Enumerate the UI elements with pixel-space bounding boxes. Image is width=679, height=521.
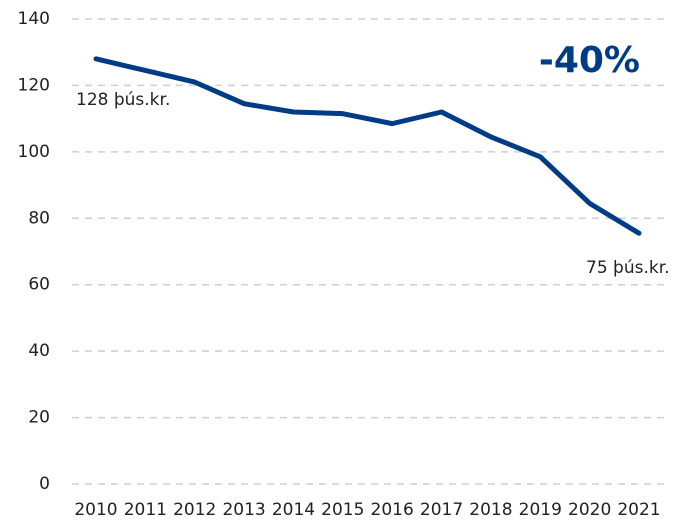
y-tick-label: 100 [18, 142, 50, 162]
annotation: -40% [539, 40, 640, 81]
y-tick-label: 0 [39, 474, 50, 494]
x-tick-label: 2016 [371, 500, 414, 520]
x-tick-label: 2021 [617, 500, 660, 520]
x-tick-label: 2013 [222, 500, 265, 520]
x-tick-label: 2019 [519, 500, 562, 520]
x-tick-label: 2012 [173, 500, 216, 520]
x-tick-label: 2020 [568, 500, 611, 520]
data-line [93, 56, 642, 236]
y-tick-label: 40 [28, 341, 50, 361]
y-tick-label: 80 [28, 208, 50, 228]
y-tick-label: 20 [28, 408, 50, 428]
annotation: 128 þús.kr. [76, 90, 170, 110]
y-tick-label: 120 [18, 75, 50, 95]
y-tick-label: 60 [28, 275, 50, 295]
x-tick-label: 2015 [321, 500, 364, 520]
x-tick-label: 2018 [469, 500, 512, 520]
x-tick-label: 2017 [420, 500, 463, 520]
y-tick-label: 140 [18, 9, 50, 29]
annotation: 75 þús.kr. [586, 258, 670, 278]
x-tick-label: 2010 [74, 500, 117, 520]
x-tick-label: 2014 [272, 500, 315, 520]
x-tick-label: 2011 [124, 500, 167, 520]
